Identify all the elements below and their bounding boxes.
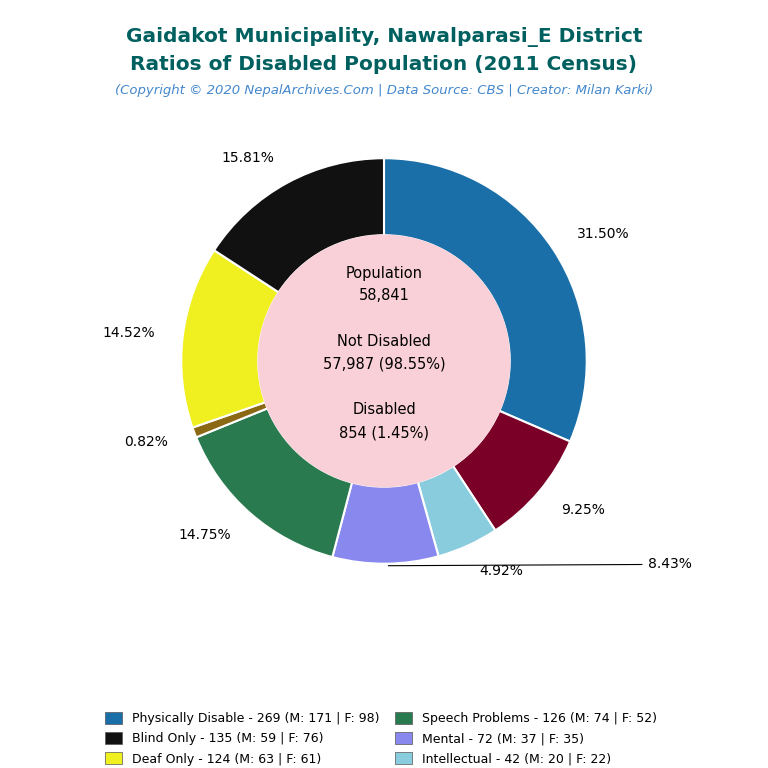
Circle shape [258,235,510,487]
Text: 31.50%: 31.50% [578,227,630,241]
Text: Gaidakot Municipality, Nawalparasi_E District: Gaidakot Municipality, Nawalparasi_E Dis… [126,27,642,47]
Text: 14.75%: 14.75% [179,528,231,541]
Text: (Copyright © 2020 NepalArchives.Com | Data Source: CBS | Creator: Milan Karki): (Copyright © 2020 NepalArchives.Com | Da… [115,84,653,98]
Legend: Physically Disable - 269 (M: 171 | F: 98), Blind Only - 135 (M: 59 | F: 76), Dea: Physically Disable - 269 (M: 171 | F: 98… [100,707,668,768]
Text: 8.43%: 8.43% [389,558,691,571]
Wedge shape [181,250,279,428]
Text: 4.92%: 4.92% [480,564,524,578]
Wedge shape [214,158,384,293]
Wedge shape [333,482,439,564]
Wedge shape [453,411,570,531]
Wedge shape [193,402,267,437]
Wedge shape [418,466,495,556]
Text: 9.25%: 9.25% [561,503,605,517]
Text: 14.52%: 14.52% [102,326,154,340]
Wedge shape [196,409,352,557]
Text: 15.81%: 15.81% [221,151,274,165]
Wedge shape [384,158,587,442]
Text: Population
58,841

Not Disabled
57,987 (98.55%)

Disabled
854 (1.45%): Population 58,841 Not Disabled 57,987 (9… [323,266,445,440]
Text: Ratios of Disabled Population (2011 Census): Ratios of Disabled Population (2011 Cens… [131,55,637,74]
Text: 0.82%: 0.82% [124,435,167,449]
